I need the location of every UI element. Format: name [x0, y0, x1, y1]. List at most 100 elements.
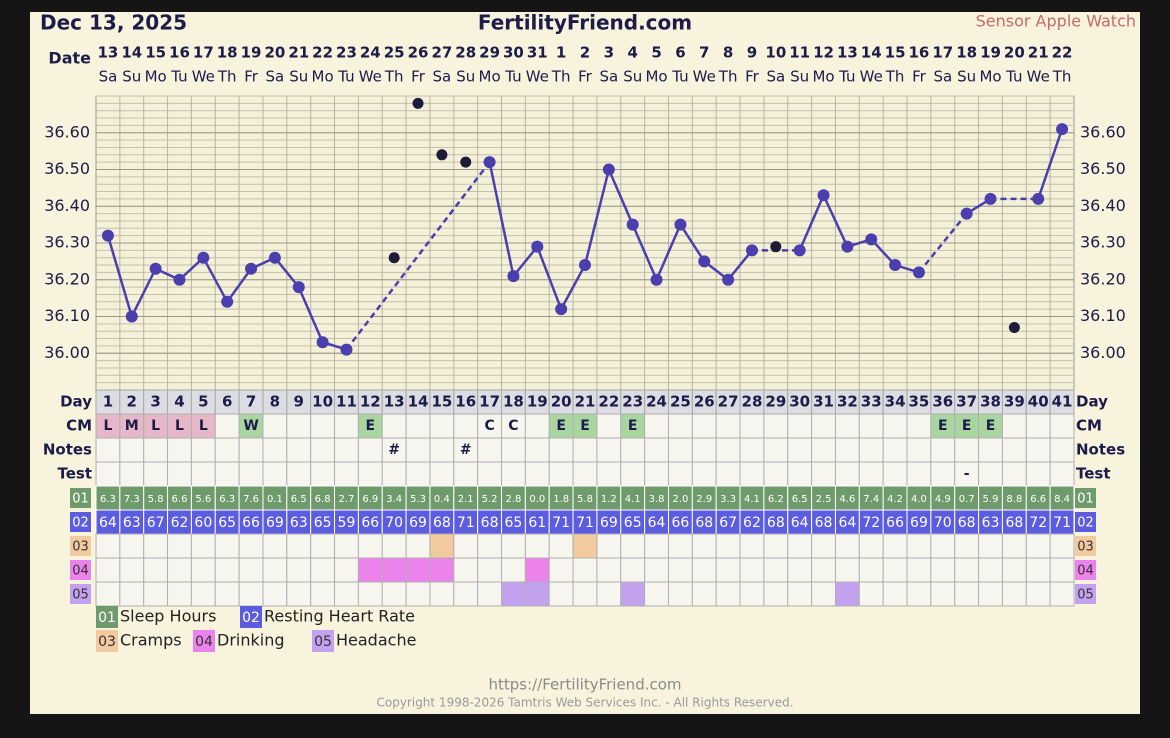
row-value: 0.4	[434, 494, 450, 505]
day-number: 4	[174, 393, 184, 411]
symptom-cell	[310, 557, 336, 583]
symptom-cell	[334, 581, 359, 607]
row-value: 6.3	[100, 494, 116, 505]
symptom-cell	[667, 557, 693, 583]
day-number: 30	[789, 393, 810, 411]
weekday-label: We	[526, 68, 549, 86]
symptom-cell	[1025, 557, 1051, 583]
symptom-cell	[691, 557, 717, 583]
discarded-point	[436, 149, 448, 161]
symptom-cell	[453, 581, 479, 607]
symptom-cell	[763, 557, 789, 583]
symptom-cell	[95, 533, 121, 559]
row-value: 68	[815, 515, 833, 531]
test-cell	[286, 461, 312, 487]
row-value: 71	[1053, 515, 1071, 531]
legend-code: 02	[242, 610, 260, 626]
y-tick-label: 36.00	[44, 343, 90, 362]
symptom-cell	[310, 581, 336, 607]
notes-cell	[978, 437, 1003, 463]
temperature-point	[173, 273, 186, 286]
notes-cell	[262, 437, 288, 463]
notes-cell	[906, 437, 932, 463]
symptom-cell	[238, 557, 264, 583]
date-label: 20	[264, 44, 285, 62]
day-number: 31	[813, 393, 834, 411]
temperature-point	[817, 189, 830, 202]
legend-swatch	[193, 630, 215, 652]
row-value: 0.1	[267, 494, 283, 505]
test-cell	[238, 461, 264, 487]
row-value: 6.2	[768, 494, 784, 505]
weekday-label: Su	[957, 68, 976, 86]
row-value: 61	[528, 515, 546, 531]
notes-cell	[667, 437, 693, 463]
notes-cell	[930, 437, 956, 463]
test-cell	[715, 461, 741, 487]
cm-value: L	[151, 418, 160, 434]
y-tick-label: 36.30	[44, 233, 90, 252]
row-value: 7.3	[124, 494, 140, 505]
row-value: 4.2	[887, 494, 903, 505]
symptom-cell	[381, 533, 407, 559]
y-tick-label-right: 36.10	[1080, 306, 1126, 325]
symptom-cell	[596, 581, 622, 607]
y-tick-label-right: 36.00	[1080, 343, 1126, 362]
date-label: 15	[885, 44, 906, 62]
cm-value: E	[938, 418, 948, 434]
row-value: 68	[695, 515, 713, 531]
notes-cell	[405, 437, 431, 463]
date-label: 5	[651, 44, 661, 62]
symptom-cell	[262, 533, 288, 559]
row-value: 4.0	[911, 494, 927, 505]
row-label-right: Day	[1076, 393, 1108, 411]
discarded-point	[770, 241, 782, 253]
cm-cell	[1001, 413, 1027, 439]
row-value: 2.9	[696, 494, 712, 505]
y-tick-label: 36.20	[44, 269, 90, 288]
symptom-cell	[978, 581, 1003, 607]
cm-cell	[405, 413, 431, 439]
day-number: 28	[742, 393, 763, 411]
day-number: 21	[575, 393, 596, 411]
cm-cell	[644, 413, 669, 439]
row-value: 5.2	[482, 494, 498, 505]
day-number: 41	[1052, 393, 1073, 411]
row-code-box	[70, 512, 91, 532]
symptom-cell	[405, 557, 431, 583]
date-label: 10	[765, 44, 786, 62]
temperature-point	[125, 310, 138, 323]
test-cell	[453, 461, 479, 487]
temperature-point	[841, 240, 854, 253]
symptom-cell	[954, 533, 980, 559]
row-value: 60	[194, 515, 212, 531]
symptom-cell	[715, 581, 741, 607]
row-value: 69	[266, 515, 284, 531]
date-label: 27	[431, 44, 452, 62]
test-cell	[620, 461, 646, 487]
symptom-cell	[1049, 533, 1075, 559]
date-label: 8	[723, 44, 733, 62]
symptom-cell	[429, 557, 455, 583]
row-value: 72	[1029, 515, 1047, 531]
symptom-cell	[167, 557, 192, 583]
notes-cell	[286, 437, 312, 463]
row-code-right-box	[1075, 584, 1096, 604]
row-code: 01	[72, 492, 89, 507]
cm-value: E	[580, 418, 590, 434]
temperature-point	[960, 207, 973, 220]
row-value: 6.3	[219, 494, 235, 505]
row-value: 67	[147, 515, 165, 531]
test-cell	[310, 461, 336, 487]
weekday-label: Tu	[337, 68, 354, 86]
temperature-point	[912, 266, 925, 279]
row-value: 65	[314, 515, 332, 531]
row-value: 8.4	[1054, 494, 1070, 505]
test-cell	[882, 461, 908, 487]
y-tick-label: 36.10	[44, 306, 90, 325]
row-value: 62	[171, 515, 189, 531]
row-label: Notes	[43, 441, 92, 459]
cm-cell	[691, 413, 717, 439]
weekday-label: Sa	[766, 68, 785, 86]
weekday-label: Th	[384, 68, 404, 86]
